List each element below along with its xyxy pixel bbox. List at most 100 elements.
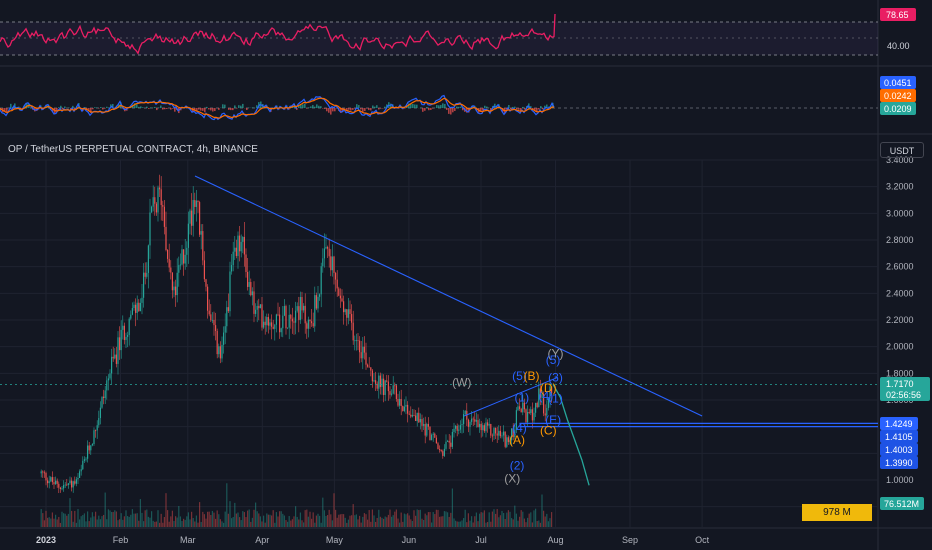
volume-bar xyxy=(427,512,429,527)
candle-body xyxy=(448,440,450,443)
candle-body xyxy=(362,346,364,359)
volume-bar xyxy=(80,516,82,527)
macd-hist-bar xyxy=(246,108,248,111)
last-price-tag xyxy=(880,377,930,401)
volume-bar xyxy=(411,520,413,527)
volume-bar xyxy=(389,509,391,527)
macd-hist-bar xyxy=(308,107,310,108)
price-tick-label: 2.2000 xyxy=(886,315,914,325)
candle-body xyxy=(464,410,466,415)
candle-body xyxy=(395,385,397,399)
macd-hist-bar xyxy=(230,108,232,111)
macd-hist-bar xyxy=(102,108,104,110)
volume-bar xyxy=(182,518,185,527)
volume-bar xyxy=(509,511,511,527)
candle-body xyxy=(275,314,277,325)
candle-body xyxy=(430,434,433,441)
macd-hist-bar xyxy=(528,103,530,108)
volume-bar xyxy=(333,493,335,527)
level-label-3: 1.4003 xyxy=(885,445,913,455)
candle-body xyxy=(526,411,529,423)
volume-bar xyxy=(350,515,353,527)
candle-body xyxy=(414,415,417,422)
candle-body xyxy=(219,346,221,359)
price-tick-label: 2.8000 xyxy=(886,235,914,245)
volume-bar xyxy=(390,516,393,527)
macd-hist-bar xyxy=(438,105,440,108)
volume-bar xyxy=(187,512,189,527)
volume-bar xyxy=(258,513,260,527)
candle-body xyxy=(202,231,204,261)
macd-panel xyxy=(0,94,878,121)
candle-body xyxy=(224,326,226,333)
volume-bar xyxy=(154,521,156,527)
candle-body xyxy=(435,437,437,444)
candle-body xyxy=(347,309,349,318)
volume-bar xyxy=(202,511,204,527)
volume-bar xyxy=(432,512,434,527)
currency-button[interactable]: USDT xyxy=(880,142,924,158)
candle-body xyxy=(88,445,90,451)
candle-body xyxy=(152,197,154,207)
candle-body xyxy=(323,248,325,259)
candle-body xyxy=(48,481,50,484)
volume-bar xyxy=(309,511,311,527)
wave-label: (4) xyxy=(512,421,527,435)
candle-body xyxy=(227,307,229,312)
candle-body xyxy=(322,258,324,267)
candle-body xyxy=(509,440,511,442)
volume-bar xyxy=(216,510,218,527)
volume-bar xyxy=(523,518,525,527)
time-tick-label: Apr xyxy=(255,535,269,545)
candle-body xyxy=(58,483,60,488)
rsi-line xyxy=(0,13,556,55)
candle-body xyxy=(459,425,461,430)
time-tick-label: Sep xyxy=(622,535,638,545)
volume-bar xyxy=(405,514,407,527)
candle-body xyxy=(320,266,322,295)
volume-bar xyxy=(144,510,146,527)
candle-body xyxy=(190,210,193,226)
volume-bar xyxy=(270,515,273,527)
macd-hist-bar xyxy=(352,108,354,110)
macd-hist-bar xyxy=(218,108,220,110)
macd-hist-bar xyxy=(494,103,496,108)
volume-bar xyxy=(518,516,521,527)
volume-bar xyxy=(176,517,178,527)
volume-bar xyxy=(454,520,457,527)
candle-body xyxy=(387,381,389,392)
macd-hist-bar xyxy=(356,104,358,108)
candles xyxy=(40,174,553,494)
volume-bar xyxy=(120,513,122,527)
volume-bar xyxy=(368,510,370,527)
candle-body xyxy=(405,404,407,407)
macd-value-tag-1 xyxy=(880,76,916,89)
wave-label: (5) xyxy=(512,369,527,383)
candle-body xyxy=(333,256,335,273)
candle-body xyxy=(120,329,122,351)
candle-body xyxy=(150,206,153,213)
candle-body xyxy=(53,482,55,485)
wave-label: (Y) xyxy=(547,346,563,360)
volume-bar xyxy=(61,511,63,527)
level-label-2: 1.4105 xyxy=(885,432,913,442)
volume-value-tag xyxy=(880,497,924,510)
volume-bar xyxy=(347,519,349,527)
macd-hist-bar xyxy=(224,104,226,108)
volume-bar xyxy=(466,522,468,527)
candle-body xyxy=(66,484,68,486)
macd-hist-bar xyxy=(156,108,158,111)
candle-body xyxy=(461,424,463,426)
candle-body xyxy=(437,443,439,450)
candle-body xyxy=(222,332,225,345)
candle-body xyxy=(501,435,503,437)
volume-bar xyxy=(514,505,516,527)
macd-hist-bar xyxy=(534,108,536,111)
volume-bar xyxy=(256,511,258,527)
candle-body xyxy=(154,197,156,204)
volume-bar xyxy=(51,512,53,527)
macd-hist-bar xyxy=(198,108,200,110)
forecast-path xyxy=(552,384,590,486)
volume-bar xyxy=(469,520,471,527)
macd-hist-bar xyxy=(454,108,456,111)
